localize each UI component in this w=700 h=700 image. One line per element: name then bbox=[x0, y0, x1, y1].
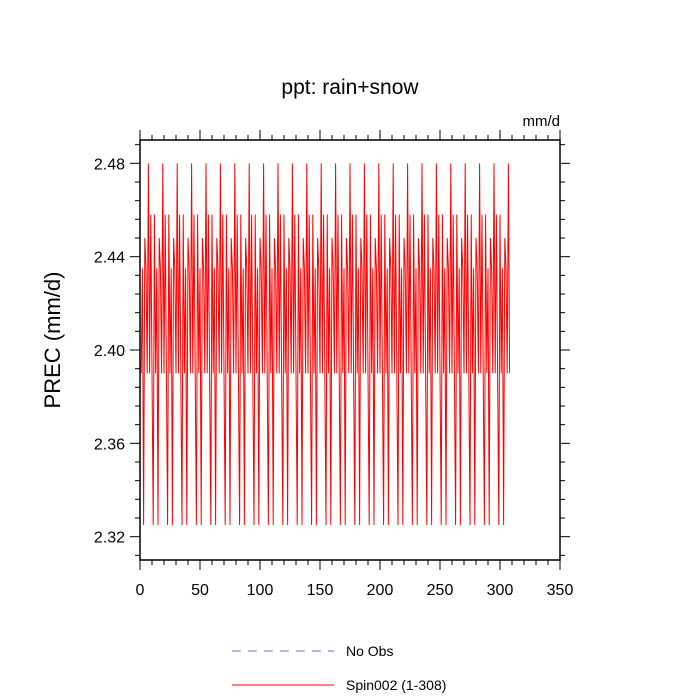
legend: No Obs Spin002 (1-308) bbox=[232, 643, 446, 693]
x-tick-label: 350 bbox=[547, 582, 574, 599]
y-axis-ticks: 2.32 2.36 2.40 2.44 2.48 bbox=[94, 144, 570, 556]
y-tick-label: 2.32 bbox=[94, 530, 125, 547]
series-line-spin002 bbox=[140, 163, 511, 526]
y-axis-label: PREC (mm/d) bbox=[40, 272, 65, 409]
x-tick-label: 200 bbox=[367, 582, 394, 599]
units-label: mm/d bbox=[523, 113, 561, 130]
legend-label-spin002: Spin002 (1-308) bbox=[346, 677, 446, 693]
plot-area bbox=[140, 163, 511, 526]
x-tick-label: 0 bbox=[136, 582, 145, 599]
x-tick-label: 150 bbox=[307, 582, 334, 599]
y-tick-label: 2.44 bbox=[94, 250, 125, 267]
x-tick-label: 50 bbox=[191, 582, 209, 599]
legend-label-no-obs: No Obs bbox=[346, 643, 393, 659]
x-axis-ticks: 0 50 100 150 200 250 300 350 bbox=[136, 130, 574, 599]
y-tick-label: 2.48 bbox=[94, 156, 125, 173]
x-tick-label: 100 bbox=[247, 582, 274, 599]
y-tick-label: 2.36 bbox=[94, 436, 125, 453]
chart-title: ppt: rain+snow bbox=[281, 76, 419, 99]
y-tick-label: 2.40 bbox=[94, 343, 125, 360]
x-tick-label: 250 bbox=[427, 582, 454, 599]
x-tick-label: 300 bbox=[487, 582, 514, 599]
